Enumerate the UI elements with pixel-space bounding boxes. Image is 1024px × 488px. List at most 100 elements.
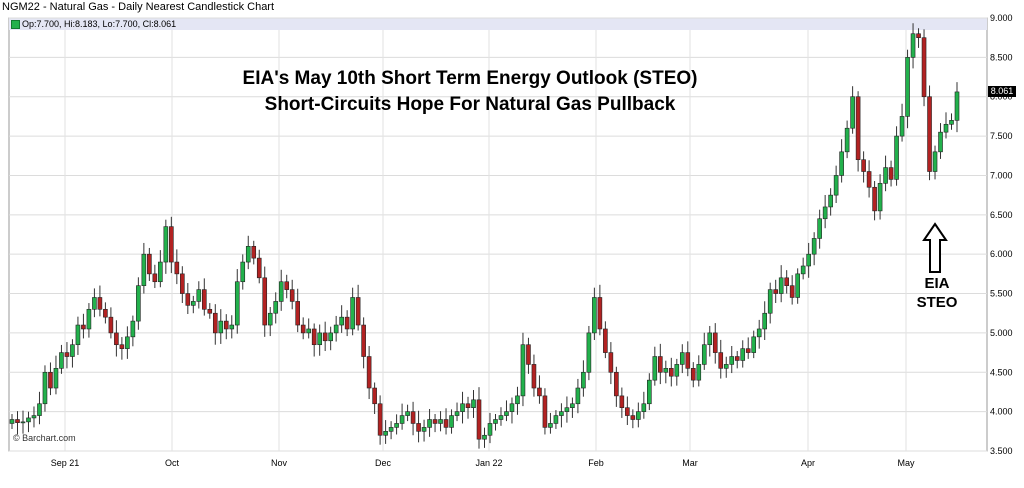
candle — [877, 174, 883, 220]
candle — [641, 391, 647, 419]
candle — [745, 337, 751, 359]
candle-body — [806, 253, 811, 267]
candle-body — [745, 348, 751, 353]
candle — [339, 305, 344, 333]
candle — [927, 85, 932, 181]
up-arrow-icon — [922, 222, 948, 273]
candle — [108, 307, 114, 339]
candle-body — [696, 364, 702, 381]
candle-body — [932, 151, 938, 172]
candle — [306, 318, 311, 339]
candle — [542, 388, 548, 435]
candle — [482, 427, 487, 448]
candle — [350, 287, 355, 336]
chart-title-block: EIA's May 10th Short Term Energy Outlook… — [190, 66, 750, 118]
candle — [432, 413, 438, 433]
y-tick-label: 5.000 — [990, 328, 1013, 338]
candle-body — [663, 368, 669, 373]
x-tick-label: Dec — [375, 458, 392, 468]
candle-body — [872, 186, 877, 212]
candle — [229, 315, 235, 339]
candle-body — [37, 403, 42, 416]
candle-body — [81, 324, 86, 330]
candle-body — [311, 328, 317, 346]
candle-body — [910, 33, 916, 58]
candle-body — [592, 297, 597, 334]
candle-body — [905, 57, 910, 117]
candle-body — [756, 328, 762, 338]
candle-body — [778, 277, 784, 294]
candle-body — [559, 411, 564, 416]
candle — [509, 397, 515, 424]
candle-body — [652, 356, 658, 381]
candle — [773, 279, 778, 303]
candle — [388, 421, 394, 440]
candle-body — [207, 308, 213, 314]
candle — [256, 249, 262, 284]
candle — [817, 209, 822, 249]
candles — [9, 23, 960, 449]
candle-body — [125, 336, 130, 349]
candle — [361, 317, 366, 369]
candle — [311, 323, 317, 357]
candle — [493, 413, 498, 431]
candle — [636, 402, 641, 428]
candle-body — [603, 328, 608, 353]
candle — [949, 113, 954, 130]
x-tick-label: Oct — [165, 458, 180, 468]
candle-body — [564, 407, 570, 412]
candle — [31, 406, 37, 428]
candle — [267, 307, 273, 337]
candle — [92, 288, 97, 318]
candle — [822, 194, 828, 229]
candle-body — [421, 427, 427, 432]
candle — [130, 315, 136, 347]
x-tick-labels: Sep 21 Oct Nov Dec Jan 22 Feb Mar Apr May — [51, 458, 915, 468]
candle-body — [256, 257, 262, 279]
candle-body — [42, 371, 48, 405]
candle — [669, 357, 674, 387]
candle-body — [59, 352, 64, 369]
candle — [410, 401, 416, 436]
candle-body — [185, 293, 191, 306]
y-tick-label: 7.000 — [990, 170, 1013, 180]
candle-body — [26, 417, 31, 423]
candle-body — [575, 387, 581, 405]
candle-body — [322, 332, 328, 342]
candle — [245, 235, 251, 270]
candle — [784, 270, 789, 294]
candle — [9, 413, 15, 429]
candle-body — [339, 316, 344, 326]
candle-body — [861, 159, 866, 172]
candle — [570, 397, 575, 418]
candle-body — [811, 238, 817, 255]
candle — [894, 126, 899, 186]
candle — [300, 317, 306, 340]
candle-body — [114, 332, 119, 346]
candle-body — [300, 324, 306, 334]
candle — [844, 120, 850, 159]
candle — [531, 354, 537, 397]
candle — [910, 23, 916, 69]
candle-body — [273, 301, 279, 314]
annotation-line-2: STEO — [916, 294, 958, 311]
candle — [295, 288, 300, 333]
candle-body — [548, 423, 553, 428]
candle — [81, 313, 86, 339]
candle — [658, 343, 663, 385]
candle-body — [454, 411, 460, 416]
candle — [97, 285, 103, 317]
candle — [498, 407, 504, 426]
candle — [196, 281, 202, 309]
candle-body — [690, 368, 696, 381]
candle — [614, 366, 619, 407]
candle — [207, 303, 213, 319]
candle — [26, 411, 31, 433]
candle-body — [921, 37, 927, 98]
candle-body — [504, 411, 509, 416]
candle-body — [614, 371, 619, 397]
candle — [899, 103, 905, 142]
candle-body — [399, 415, 405, 424]
candle-body — [169, 226, 174, 263]
